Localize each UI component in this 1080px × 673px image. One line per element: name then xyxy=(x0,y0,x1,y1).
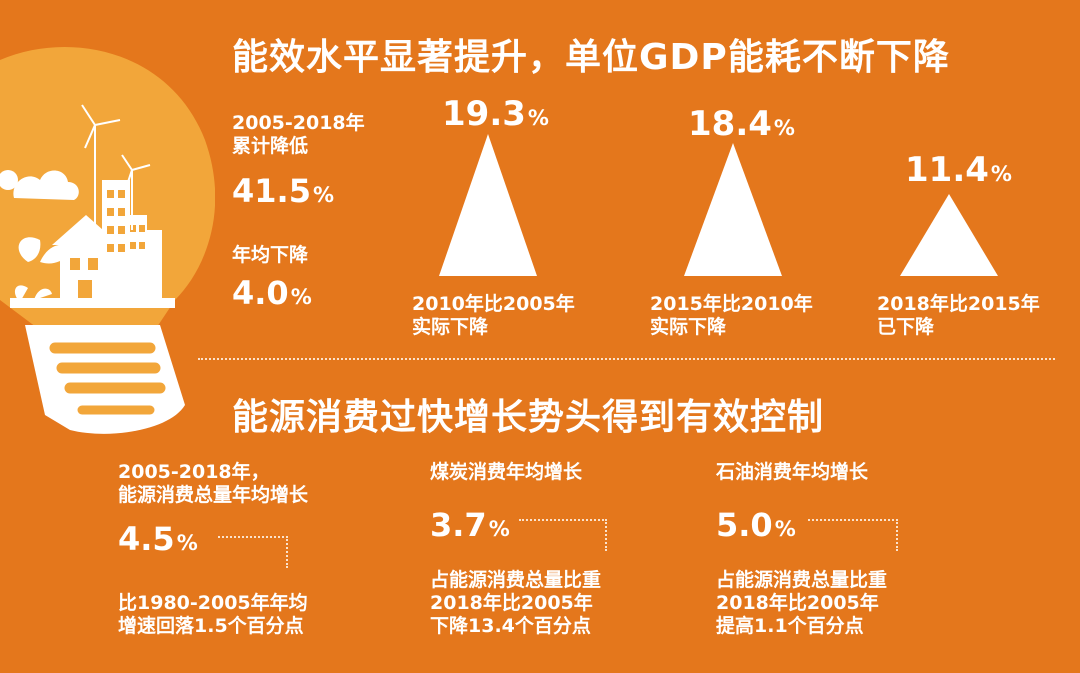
coal-note: 占能源消费总量比重 2018年比2005年 下降13.4个百分点 xyxy=(430,569,602,637)
annual-decline-label: 年均下降 xyxy=(232,244,309,266)
oil-label: 石油消费年均增长 xyxy=(716,461,869,483)
triangle-1-value: 19.3% xyxy=(442,94,549,134)
total-label: 2005-2018年， 能源消费总量年均增长 xyxy=(118,461,309,506)
oil-connector xyxy=(808,519,898,551)
cumulative-value: 41.5% xyxy=(232,172,334,210)
oil-value: 5.0% xyxy=(716,506,796,544)
total-note: 比1980-2005年年均 增速回落1.5个百分点 xyxy=(118,592,308,637)
triangle-2 xyxy=(684,143,782,276)
triangle-3 xyxy=(900,194,998,276)
total-value: 4.5% xyxy=(118,520,198,558)
triangle-1 xyxy=(439,134,537,276)
triangle-2-label: 2015年比2010年 实际下降 xyxy=(650,293,813,338)
oil-note: 占能源消费总量比重 2018年比2005年 提高1.1个百分点 xyxy=(716,569,888,637)
section1-title: 能效水平显著提升，单位GDP能耗不断下降 xyxy=(232,37,950,78)
triangle-3-label: 2018年比2015年 已下降 xyxy=(877,293,1040,338)
coal-value: 3.7% xyxy=(430,506,510,544)
coal-label: 煤炭消费年均增长 xyxy=(430,461,583,483)
triangle-2-value: 18.4% xyxy=(688,104,795,144)
triangle-1-label: 2010年比2005年 实际下降 xyxy=(412,293,575,338)
cumulative-label: 2005-2018年 累计降低 xyxy=(232,112,365,157)
triangle-3-value: 11.4% xyxy=(905,150,1012,190)
coal-connector xyxy=(519,519,607,551)
lightbulb-illustration xyxy=(0,47,215,434)
annual-decline-value: 4.0% xyxy=(232,274,312,312)
section-divider xyxy=(198,358,1055,360)
total-connector xyxy=(218,536,288,568)
section2-title: 能源消费过快增长势头得到有效控制 xyxy=(232,397,825,438)
